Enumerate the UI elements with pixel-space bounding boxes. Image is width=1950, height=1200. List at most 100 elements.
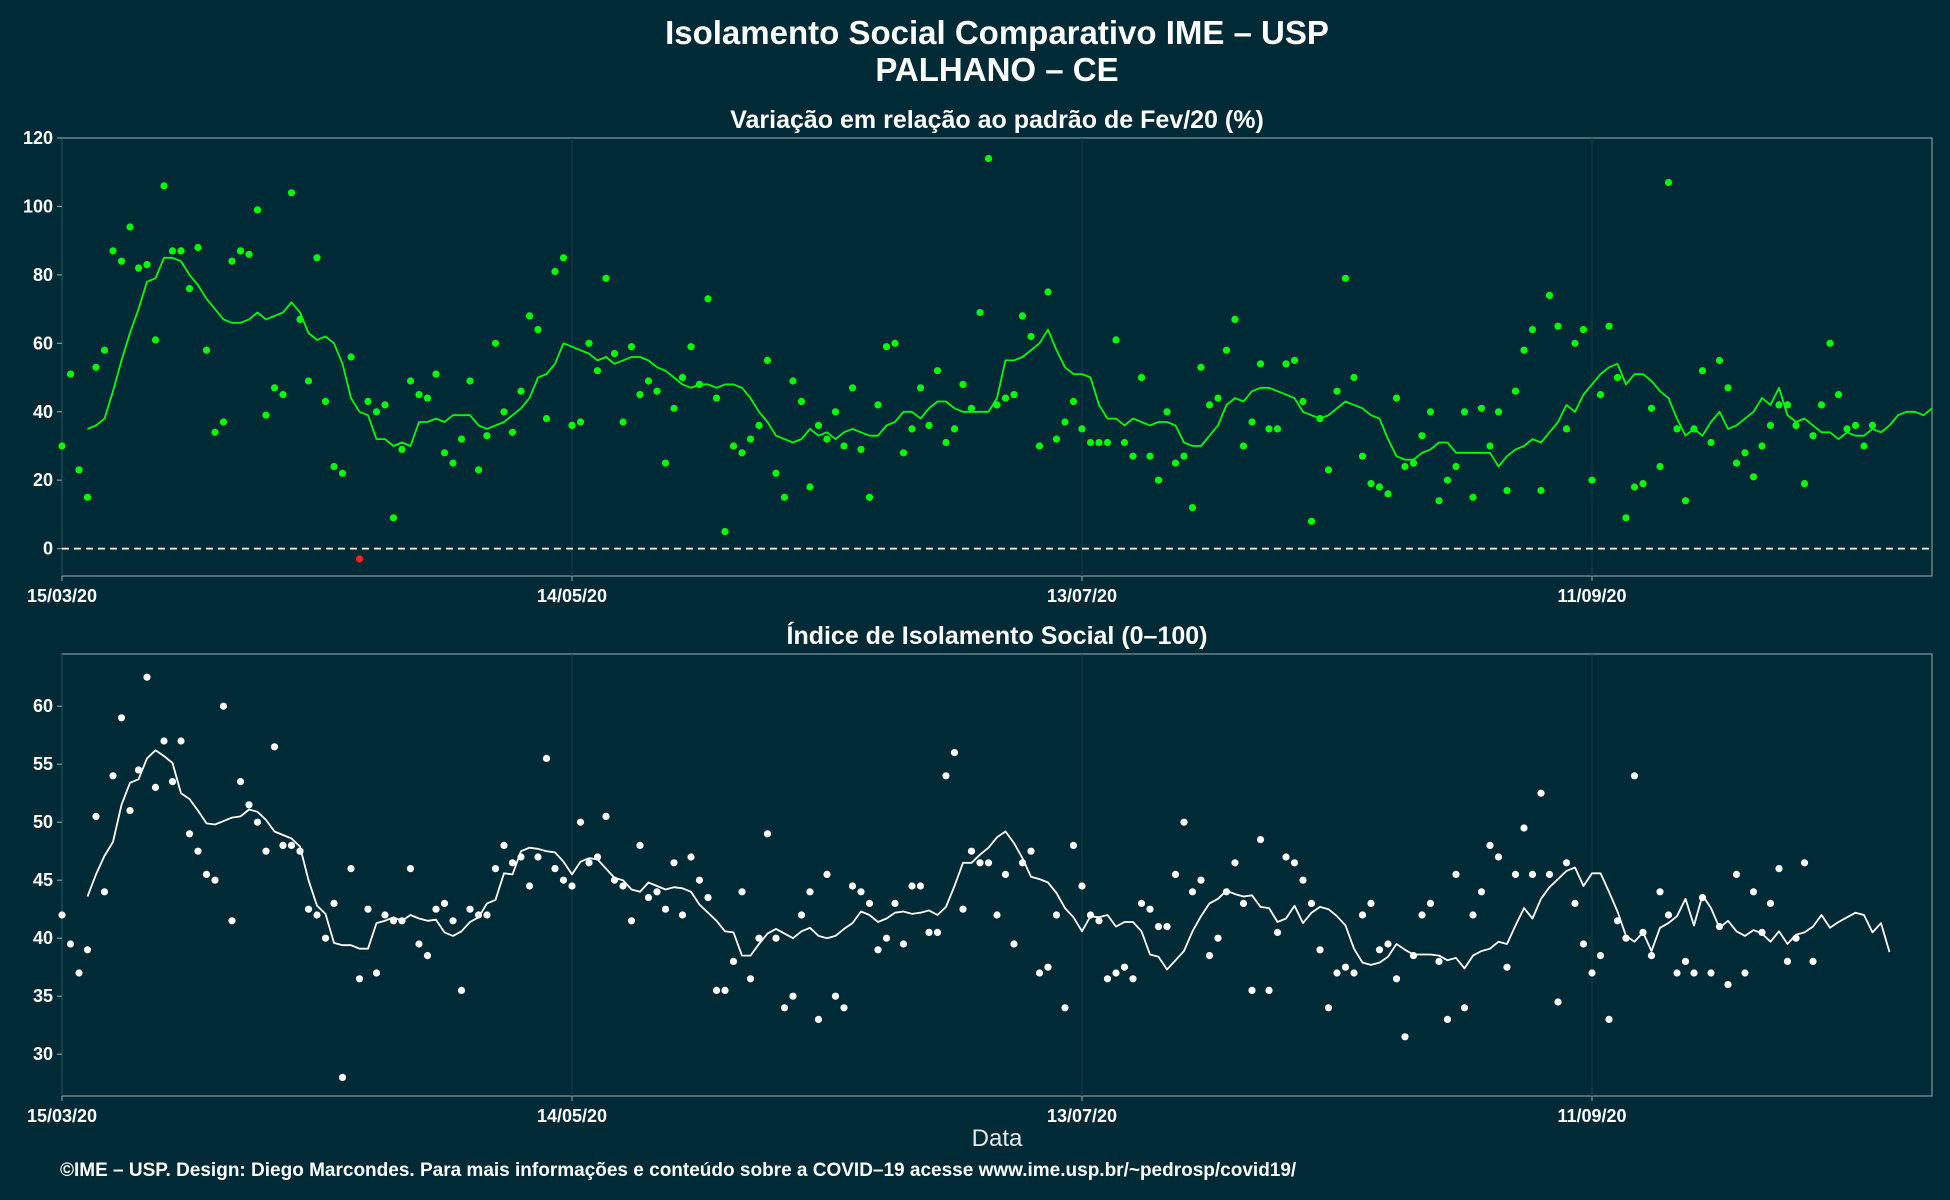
bottom-data-point: [168, 778, 177, 786]
bottom-data-point: [976, 859, 984, 867]
bottom-data-point: [1418, 911, 1426, 919]
top-data-point: [653, 387, 661, 395]
top-data-point: [831, 408, 840, 416]
top-data-point: [1282, 360, 1290, 368]
top-data-point: [109, 247, 117, 255]
bottom-data-point: [313, 911, 321, 919]
top-data-point: [865, 493, 874, 501]
bottom-data-point: [364, 905, 372, 913]
bottom-data-point: [109, 772, 117, 780]
bottom-data-point: [1707, 969, 1715, 977]
top-data-point: [1409, 459, 1418, 467]
bottom-data-point: [83, 946, 92, 954]
top-data-point: [1613, 373, 1622, 382]
top-y-tick-label: 120: [23, 128, 53, 148]
top-data-point: [330, 462, 338, 471]
bottom-y-tick-label: 35: [33, 986, 53, 1006]
bottom-data-point: [1537, 789, 1545, 797]
bottom-data-point: [1469, 911, 1477, 919]
bottom-data-point: [1562, 859, 1571, 867]
bottom-data-point: [1137, 899, 1146, 908]
top-data-point: [202, 346, 211, 354]
bottom-data-point: [1435, 957, 1443, 966]
top-data-point: [891, 339, 899, 347]
top-data-point: [1188, 504, 1197, 512]
bottom-data-point: [1146, 905, 1154, 913]
top-data-point: [1843, 425, 1851, 433]
top-data-point: [236, 247, 245, 255]
top-data-point: [1044, 288, 1052, 296]
top-data-point: [1741, 449, 1749, 457]
top-data-point: [355, 555, 364, 563]
bottom-data-point: [823, 870, 831, 879]
top-data-point: [1299, 397, 1307, 406]
bottom-data-point: [440, 899, 449, 908]
top-data-point: [194, 243, 202, 252]
top-data-point: [1826, 339, 1834, 347]
top-data-point: [160, 182, 168, 190]
bottom-data-point: [236, 778, 245, 786]
top-data-point: [1273, 425, 1282, 433]
top-data-point: [449, 459, 457, 467]
top-data-point: [899, 449, 908, 457]
top-data-point: [1341, 274, 1350, 282]
bottom-data-point: [143, 673, 151, 681]
top-data-point: [338, 469, 347, 477]
bottom-data-point: [925, 928, 933, 937]
top-data-point: [364, 397, 372, 406]
top-data-point: [1137, 373, 1146, 382]
top-data-point: [967, 404, 976, 412]
top-y-tick-label: 0: [43, 539, 53, 559]
bottom-data-point: [814, 1015, 823, 1024]
top-data-point: [423, 394, 432, 402]
top-data-point: [1724, 384, 1732, 392]
top-data-point: [245, 250, 253, 258]
top-data-point: [1520, 346, 1528, 354]
top-data-point: [321, 397, 330, 406]
top-data-point: [1350, 373, 1358, 382]
top-data-point: [1571, 339, 1579, 347]
bottom-data-point: [729, 957, 738, 966]
top-data-point: [1010, 391, 1018, 399]
top-data-point: [942, 438, 950, 447]
top-data-point: [1775, 401, 1783, 409]
bottom-data-point: [950, 749, 959, 757]
bottom-data-point: [1503, 963, 1511, 971]
bottom-data-point: [58, 911, 66, 919]
bottom-y-tick-label: 60: [33, 696, 53, 716]
bottom-data-point: [1256, 836, 1265, 844]
top-data-point: [389, 514, 398, 522]
top-data-point: [1154, 476, 1163, 484]
bottom-data-point: [1741, 969, 1749, 977]
top-panel-frame: [61, 137, 1933, 577]
top-data-point: [381, 401, 389, 409]
bottom-data-point: [780, 1004, 789, 1012]
bottom-data-point: [449, 917, 457, 925]
top-data-point: [228, 257, 236, 265]
bottom-data-point: [857, 888, 865, 896]
top-data-point: [610, 350, 619, 358]
top-data-point: [738, 449, 746, 457]
bottom-data-point: [211, 876, 219, 884]
top-data-point: [1834, 391, 1843, 399]
top-data-point: [313, 254, 321, 262]
top-data-point: [406, 377, 415, 385]
bottom-data-point: [993, 911, 1001, 919]
top-data-point: [1817, 401, 1826, 409]
top-data-point: [1732, 459, 1741, 467]
bottom-data-point: [568, 882, 576, 890]
top-data-point: [950, 425, 959, 433]
top-data-point: [1494, 408, 1503, 416]
bottom-data-point: [1095, 917, 1103, 925]
bottom-data-point: [151, 783, 160, 792]
top-data-point: [1384, 490, 1392, 498]
bottom-data-point: [1061, 1004, 1069, 1012]
bottom-data-point: [1554, 998, 1562, 1006]
top-data-point: [1664, 178, 1673, 187]
bottom-data-point: [899, 940, 908, 948]
top-data-point: [1647, 404, 1656, 412]
top-data-point: [1579, 326, 1588, 334]
bottom-data-point: [1112, 969, 1120, 977]
top-data-point: [1358, 452, 1367, 460]
bottom-data-point: [1154, 923, 1163, 931]
